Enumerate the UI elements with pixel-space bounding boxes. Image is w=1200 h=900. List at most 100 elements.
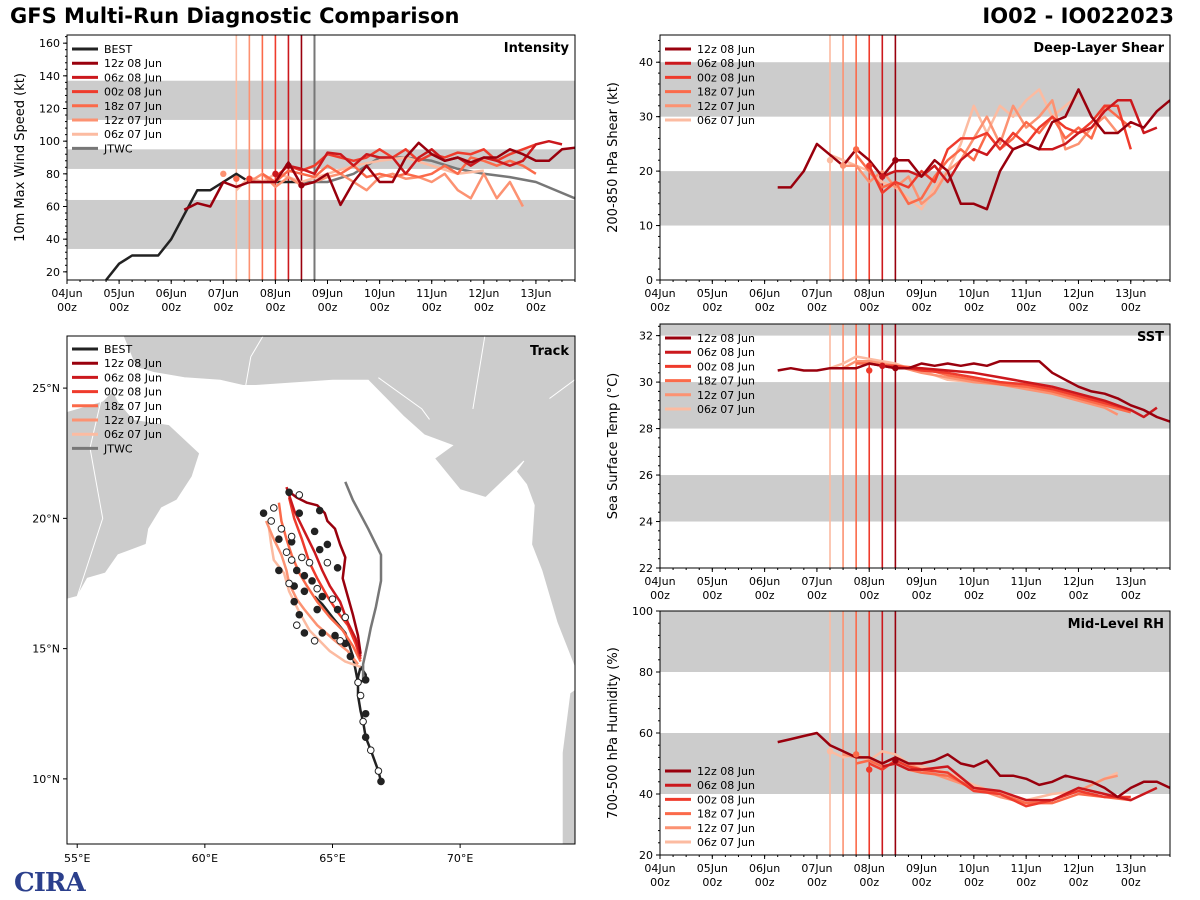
rh-xtick-label: 06Jun: [749, 862, 780, 875]
panel-sst: 22242628303204Jun00z05Jun00z06Jun00z07Ju…: [606, 323, 1171, 602]
sst-band-2: [660, 324, 1170, 336]
track-map-area: [67, 336, 575, 844]
shear-marker-4: [879, 173, 886, 180]
track-point-11: [336, 637, 344, 645]
track-point-16: [341, 613, 350, 622]
sst-legend-label: 00z 08 Jun: [697, 360, 755, 373]
intensity-marker-5: [298, 182, 305, 189]
track-point-50: [295, 610, 304, 619]
rh-marker-1: [852, 751, 860, 758]
intensity-ytick-label: 160: [39, 37, 60, 50]
rh-xtick-label: 00z: [702, 876, 722, 889]
sst-marker-1: [879, 362, 886, 370]
intensity-marker-2: [246, 175, 253, 182]
panel-track: 55°E 60°E 65°E 70°E 10°N 15°N 20°N 25°N Track BES…: [32, 335, 576, 865]
shear-marker-5: [892, 157, 899, 164]
track-legend-label: 12z 07 Jun: [104, 414, 162, 427]
rh-band-1: [660, 611, 1170, 672]
track-point-48: [275, 566, 283, 575]
sst-band-0: [660, 475, 1170, 522]
sst-xtick-label: 08Jun: [854, 575, 885, 588]
track-legend-label: 12z 08 Jun: [104, 357, 162, 370]
intensity-xtick-label: 13Jun: [520, 287, 551, 300]
intensity-xtick-label: 00z: [370, 301, 390, 314]
sst-xtick-label: 10Jun: [958, 575, 989, 588]
shear-series-00z-08-jun: [868, 104, 1132, 195]
rh-ytick-label: 20: [639, 849, 653, 862]
track-point-23: [313, 584, 321, 593]
intensity-ytick-label: 60: [46, 201, 60, 214]
shear-xtick-label: 06Jun: [749, 287, 780, 300]
sst-series-12z-07-jun: [842, 359, 1119, 416]
rh-plot-area: [660, 611, 1170, 855]
track-lon-label: 60°E: [192, 852, 218, 865]
sst-xtick-label: 00z: [1016, 589, 1036, 602]
track-point-7: [361, 676, 370, 684]
intensity-xtick-label: 09Jun: [312, 287, 343, 300]
intensity-title: Intensity: [504, 41, 570, 56]
shear-band-1: [660, 62, 1170, 117]
track-00z-08-jun: [287, 497, 362, 660]
rh-xtick-label: 04Jun: [644, 862, 675, 875]
sst-xtick-label: 00z: [755, 589, 775, 602]
sst-legend-label: 06z 07 Jun: [697, 403, 755, 416]
rh-marker-2: [866, 766, 873, 773]
shear-xtick-label: 00z: [859, 301, 879, 314]
shear-legend-label: 06z 07 Jun: [697, 114, 755, 127]
shear-xtick-label: 07Jun: [801, 287, 832, 300]
sst-ytick-label: 28: [639, 423, 653, 436]
sst-xtick-label: 05Jun: [697, 575, 728, 588]
intensity-legend-label: 12z 07 Jun: [104, 114, 162, 127]
intensity-ylabel: 10m Max Wind Speed (kt): [13, 73, 28, 242]
shear-series-12z-07-jun: [843, 99, 1119, 206]
shear-marker-2: [852, 146, 860, 153]
track-point-15: [292, 621, 301, 629]
sst-ylabel: Sea Surface Temp (°C): [606, 373, 621, 520]
shear-xtick-label: 13Jun: [1115, 287, 1146, 300]
intensity-xtick-label: 10Jun: [364, 287, 395, 300]
sst-legend-label: 06z 08 Jun: [697, 346, 755, 359]
shear-marker-3: [866, 162, 873, 169]
track-point-22: [300, 587, 309, 596]
rh-xtick-label: 00z: [807, 876, 827, 889]
panel-shear: 01020304004Jun00z05Jun00z06Jun00z07Jun00…: [606, 34, 1171, 314]
track-point-9: [346, 652, 355, 661]
rh-xtick-label: 00z: [964, 876, 984, 889]
track-point-3: [361, 733, 370, 741]
track-point-6: [356, 691, 365, 700]
intensity-series-12z-08-jun: [183, 141, 575, 211]
rh-ytick-label: 40: [639, 788, 653, 801]
track-point-42: [259, 509, 268, 517]
border-3: [472, 336, 486, 409]
sst-marker-0: [866, 367, 873, 374]
shear-legend-label: 12z 07 Jun: [697, 100, 755, 113]
shear-xtick-label: 00z: [807, 301, 827, 314]
intensity-xtick-label: 00z: [266, 301, 286, 314]
shear-xtick-label: 09Jun: [906, 287, 937, 300]
track-lat-label: 15°N: [32, 643, 60, 656]
track-point-4: [359, 717, 367, 726]
sst-plot-area: [660, 324, 1170, 568]
track-point-37: [295, 509, 304, 517]
rh-xtick-label: 00z: [859, 876, 879, 889]
shear-title: Deep-Layer Shear: [1033, 41, 1164, 56]
border-1: [378, 377, 430, 420]
shear-marker-0: [826, 157, 834, 164]
shear-xtick-label: 00z: [702, 301, 722, 314]
track-point-14: [300, 629, 309, 637]
shear-xtick-label: 00z: [650, 301, 670, 314]
rh-xtick-label: 13Jun: [1115, 862, 1146, 875]
shear-ytick-label: 30: [639, 111, 653, 124]
intensity-xtick-label: 00z: [474, 301, 494, 314]
intensity-xtick-label: 00z: [57, 301, 77, 314]
intensity-series-06z-08-jun: [288, 139, 563, 176]
track-point-13: [318, 629, 327, 637]
intensity-plot-area: [67, 35, 575, 280]
track-point-2: [366, 746, 375, 755]
track-point-36: [287, 532, 296, 541]
rh-ytick-label: 60: [639, 727, 653, 740]
land-2: [561, 688, 575, 844]
shear-frame: [659, 34, 1171, 281]
panel-rh: 2040608010004Jun00z05Jun00z06Jun00z07Jun…: [606, 605, 1171, 889]
